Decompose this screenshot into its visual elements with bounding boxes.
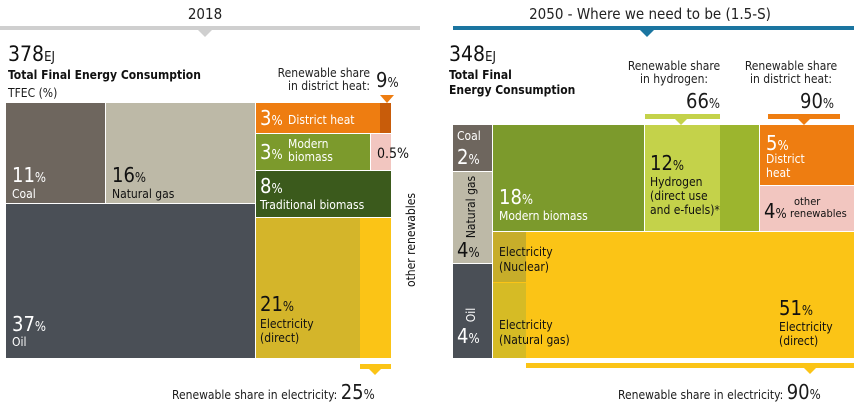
subtitle-2018-line1: Total Final Energy Consumption [8,68,201,82]
renew-dh-2050-marker [768,114,840,119]
total-2018: 378EJ [8,42,55,66]
header-bar-2018 [0,26,420,30]
renew-elec-2050-caption: Renewable share in electricity: 90% [618,380,821,404]
block-natural-gas-2018: 16% Natural gas [106,103,255,203]
header-notch-2018 [198,30,212,37]
other-renewables-2018-value: 0.5% [377,146,409,162]
renew-dh-2050-value: 90% [800,89,835,113]
block-district-heat-renewable-2018 [380,103,391,133]
block-electricity-renewable-2018 [360,218,391,358]
block-oil-2050: Oil 4% [453,264,492,358]
label-electricity-gas-2050: Electricity (Natural gas) [499,318,570,347]
block-traditional-biomass-2018: 8% Traditional biomass [256,171,391,217]
renew-h2-2050-marker [645,114,720,119]
other-renewables-2018-label: other renewables [404,192,418,288]
block-district-heat-2050: 5% District heat [760,125,854,185]
block-hydrogen-2050: 12% Hydrogen (direct use and e-fuels)* [645,125,720,231]
renew-dh-2018-marker [380,95,394,103]
renew-dh-2018-caption: Renewable share in district heat: [277,66,370,93]
block-electricity-gas-2050 [493,283,526,358]
renew-elec-2018-marker [360,364,391,369]
renew-h2-2050-value: 66% [686,89,721,113]
block-natural-gas-2050: Natural gas 4% [453,172,492,263]
renew-h2-2050-notch [675,119,687,125]
renew-dh-2018-value: 9% [376,68,399,92]
block-modern-biomass-2018: 3% Modern biomass [256,134,370,170]
total-2050: 348EJ [449,42,496,66]
renew-elec-2018-caption: Renewable share in electricity: 25% [172,380,375,404]
block-electricity-2018: 21% Electricity (direct) [256,218,360,358]
header-title-2018: 2018 [187,5,223,23]
header-notch-2050 [640,30,654,37]
subtitle-2018-line2: TFEC (%) [8,86,58,100]
renew-elec-2050-notch [804,368,816,374]
block-hydrogen-nonrenewable-2050 [720,125,759,231]
block-electricity-2050: 51% Electricity (direct) [493,232,854,358]
subtitle-2050: Total Final Energy Consumption [449,68,576,97]
renew-dh-2050-caption: Renewable share in district heat: [744,59,838,86]
renew-dh-2050-notch [798,119,810,125]
block-coal-2050: Coal 2% [453,125,492,171]
label-electricity-nuclear-2050: Electricity (Nuclear) [499,245,553,274]
block-district-heat-2018: 3% District heat [256,103,380,133]
renew-elec-2018-notch [369,369,381,375]
block-modern-biomass-2050: 18% Modern biomass [493,125,644,231]
header-bar-2050 [453,26,854,30]
block-oil-2018: 37% Oil [6,204,255,358]
block-other-renewables-2050: 4% other renewables [760,186,854,231]
renew-h2-2050-caption: Renewable share in hydrogen: [627,59,721,86]
header-title-2050: 2050 - Where we need to be (1.5-S) [529,5,771,23]
block-electricity-nuclear-2050 [493,232,526,282]
block-other-renewables-2018 [371,134,391,170]
renew-elec-2050-marker [526,363,854,368]
block-coal-2018: 11% Coal [6,103,105,203]
